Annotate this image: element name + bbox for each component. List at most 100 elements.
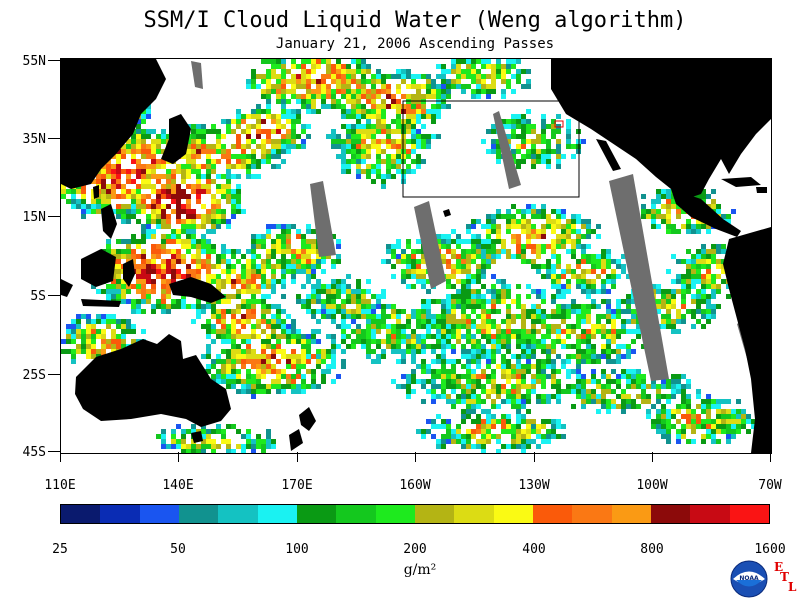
cloud-cell <box>421 269 426 274</box>
cloud-cell <box>606 379 611 384</box>
cloud-cell <box>526 309 531 314</box>
cloud-cell <box>496 59 501 64</box>
cloud-cell <box>531 209 536 214</box>
cloud-cell <box>186 229 191 234</box>
cloud-cell <box>446 84 451 89</box>
cloud-cell <box>421 364 426 369</box>
cloud-cell <box>491 244 496 249</box>
cloud-cell <box>716 274 721 279</box>
cloud-cell <box>406 349 411 354</box>
cloud-cell <box>316 364 321 369</box>
cloud-cell <box>136 184 141 189</box>
cloud-cell <box>471 339 476 344</box>
cloud-cell <box>471 249 476 254</box>
cloud-cell <box>271 74 276 79</box>
cloud-cell <box>566 324 571 329</box>
cloud-cell <box>111 169 116 174</box>
cloud-cell <box>681 384 686 389</box>
cloud-cell <box>271 244 276 249</box>
cloud-cell <box>356 104 361 109</box>
cloud-cell <box>86 319 91 324</box>
cloud-cell <box>666 294 671 299</box>
cloud-cell <box>316 349 321 354</box>
cloud-cell <box>546 434 551 439</box>
cloud-cell <box>311 334 316 339</box>
cloud-cell <box>481 429 486 434</box>
cloud-cell <box>161 284 166 289</box>
cloud-cell <box>216 264 221 269</box>
cloud-cell <box>191 444 196 449</box>
cloud-cell <box>76 329 81 334</box>
cloud-cell <box>296 229 301 234</box>
cloud-cell <box>581 374 586 379</box>
cloud-cell <box>646 394 651 399</box>
cloud-cell <box>606 279 611 284</box>
cloud-cell <box>626 399 631 404</box>
cloud-cell <box>546 429 551 434</box>
cloud-cell <box>206 334 211 339</box>
new-zealand-south <box>289 429 303 451</box>
cloud-cell <box>241 114 246 119</box>
cloud-cell <box>736 419 741 424</box>
cloud-cell <box>646 409 651 414</box>
cloud-cell <box>521 124 526 129</box>
cloud-cell <box>506 134 511 139</box>
cloud-cell <box>171 239 176 244</box>
cloud-cell <box>426 289 431 294</box>
cloud-cell <box>481 449 486 453</box>
cloud-cell <box>211 179 216 184</box>
cloud-cell <box>416 154 421 159</box>
lat-label: 35N <box>22 132 46 147</box>
cloud-cell <box>661 384 666 389</box>
cloud-cell <box>711 424 716 429</box>
cloud-cell <box>146 194 151 199</box>
cloud-cell <box>546 374 551 379</box>
cloud-cell <box>531 324 536 329</box>
cloud-cell <box>416 364 421 369</box>
cloud-cell <box>386 259 391 264</box>
cloud-cell <box>136 139 141 144</box>
cloud-cell <box>651 284 656 289</box>
cloud-cell <box>506 359 511 364</box>
cloud-cell <box>111 194 116 199</box>
cloud-cell <box>191 439 196 444</box>
cloud-cell <box>576 214 581 219</box>
cloud-cell <box>451 429 456 434</box>
cloud-cell <box>346 89 351 94</box>
cloud-cell <box>71 329 76 334</box>
cloud-cell <box>511 154 516 159</box>
cloud-cell <box>531 424 536 429</box>
cloud-cell <box>671 304 676 309</box>
cloud-cell <box>201 449 206 453</box>
cloud-cell <box>451 399 456 404</box>
swath-gap <box>493 111 521 189</box>
cloud-cell <box>506 294 511 299</box>
cloud-cell <box>321 309 326 314</box>
cloud-cell <box>186 144 191 149</box>
cloud-cell <box>516 414 521 419</box>
cloud-cell <box>571 324 576 329</box>
cloud-cell <box>471 399 476 404</box>
cloud-cell <box>316 309 321 314</box>
cloud-cell <box>341 74 346 79</box>
cloud-cell <box>576 259 581 264</box>
cloud-cell <box>546 219 551 224</box>
cloud-cell <box>721 249 726 254</box>
cloud-cell <box>216 259 221 264</box>
cloud-cell <box>476 314 481 319</box>
cloud-cell <box>121 154 126 159</box>
cloud-cell <box>466 334 471 339</box>
cloud-cell <box>226 164 231 169</box>
cloud-cell <box>181 224 186 229</box>
cloud-cell <box>526 224 531 229</box>
cloud-cell <box>226 339 231 344</box>
cloud-cell <box>711 429 716 434</box>
cloud-cell <box>631 374 636 379</box>
cloud-cell <box>481 294 486 299</box>
cloud-cell <box>191 234 196 239</box>
cloud-cell <box>86 204 91 209</box>
cloud-cell <box>531 379 536 384</box>
cloud-cell <box>726 214 731 219</box>
cloud-cell <box>196 184 201 189</box>
cloud-cell <box>451 439 456 444</box>
